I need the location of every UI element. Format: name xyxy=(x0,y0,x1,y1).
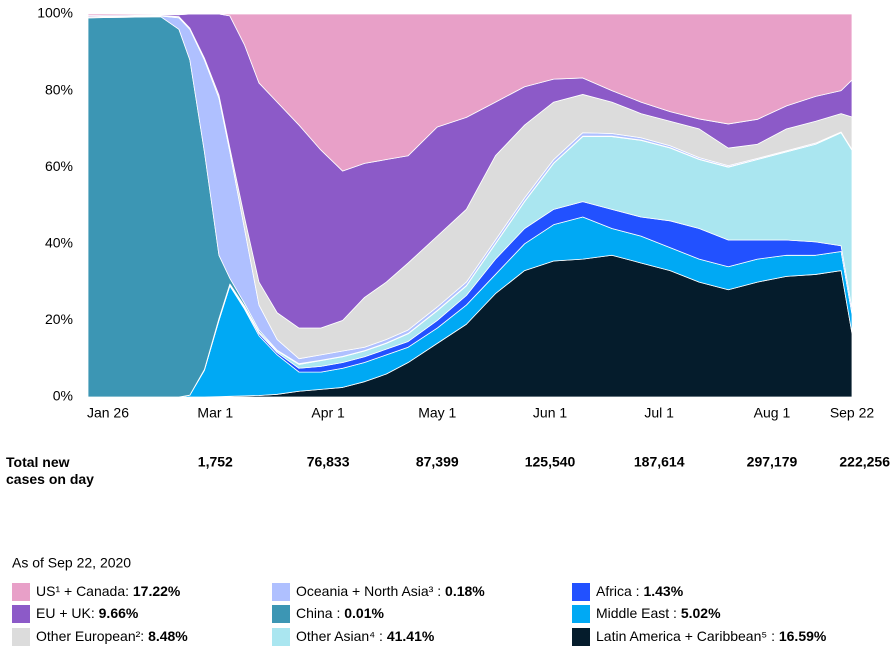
y-tick-label: 80% xyxy=(45,81,73,97)
x-tick-label: Jul 1 xyxy=(644,405,674,421)
legend-value: 41.41% xyxy=(387,628,435,644)
x-tick-label: May 1 xyxy=(418,405,456,421)
total-value: 87,399 xyxy=(416,454,459,470)
legend-swatch xyxy=(12,605,30,623)
legend-entry: Oceania + North Asia³ : 0.18% xyxy=(296,583,485,599)
legend-swatch xyxy=(272,628,290,646)
legend-value: 0.18% xyxy=(445,583,485,599)
y-tick-label: 20% xyxy=(45,311,73,327)
y-tick-label: 60% xyxy=(45,158,73,174)
note: As of Sep 22, 2020 xyxy=(12,555,131,571)
area xyxy=(87,13,853,172)
total-value: 187,614 xyxy=(634,454,685,470)
legend-value: 17.22% xyxy=(133,583,181,599)
legend-value: 0.01% xyxy=(344,605,384,621)
legend-swatch xyxy=(572,583,590,601)
legend-value: 8.48% xyxy=(148,628,188,644)
x-tick-label: Aug 1 xyxy=(754,405,791,421)
total-value: 125,540 xyxy=(525,454,576,470)
x-tick-label: Jan 26 xyxy=(87,405,129,421)
legend-name: EU + UK: xyxy=(36,605,95,621)
total-value: 222,256 xyxy=(839,454,890,470)
legend-name: Oceania + North Asia³ : xyxy=(296,583,441,599)
y-tick-label: 40% xyxy=(45,235,73,251)
legend-name: Africa : xyxy=(596,583,640,599)
legend-value: 16.59% xyxy=(779,628,827,644)
legend-swatch xyxy=(272,583,290,601)
x-tick-label: Jun 1 xyxy=(533,405,567,421)
legend-name: China : xyxy=(296,605,340,621)
legend-value: 1.43% xyxy=(643,583,683,599)
total-value: 1,752 xyxy=(198,454,233,470)
x-tick-label: Mar 1 xyxy=(197,405,233,421)
x-tick-label: Apr 1 xyxy=(311,405,345,421)
legend-swatch xyxy=(12,583,30,601)
legend-entry: Other European²: 8.48% xyxy=(36,628,188,644)
x-tick-label: Sep 22 xyxy=(830,405,875,421)
legend-name: Other Asian⁴ : xyxy=(296,628,383,644)
legend-value: 9.66% xyxy=(99,605,139,621)
legend-entry: Middle East : 5.02% xyxy=(596,605,721,621)
total-value: 76,833 xyxy=(307,454,350,470)
legend-name: Latin America + Caribbean⁵ : xyxy=(596,628,775,644)
legend-entry: Other Asian⁴ : 41.41% xyxy=(296,628,435,644)
legend-swatch xyxy=(572,628,590,646)
legend-entry: Africa : 1.43% xyxy=(596,583,684,599)
legend-name: Other European²: xyxy=(36,628,144,644)
legend-swatch xyxy=(12,628,30,646)
legend-name: Middle East : xyxy=(596,605,677,621)
legend-entry: US¹ + Canada: 17.22% xyxy=(36,583,181,599)
legend-name: US¹ + Canada: xyxy=(36,583,129,599)
y-tick-label: 0% xyxy=(53,388,73,404)
legend-entry: Latin America + Caribbean⁵ : 16.59% xyxy=(596,628,827,644)
totals-label: Total new cases on day xyxy=(6,454,94,487)
legend-entry: EU + UK: 9.66% xyxy=(36,605,139,621)
y-tick-label: 100% xyxy=(37,5,73,21)
total-value: 297,179 xyxy=(747,454,798,470)
legend-swatch xyxy=(272,605,290,623)
legend-swatch xyxy=(572,605,590,623)
legend-value: 5.02% xyxy=(681,605,721,621)
legend-entry: China : 0.01% xyxy=(296,605,384,621)
